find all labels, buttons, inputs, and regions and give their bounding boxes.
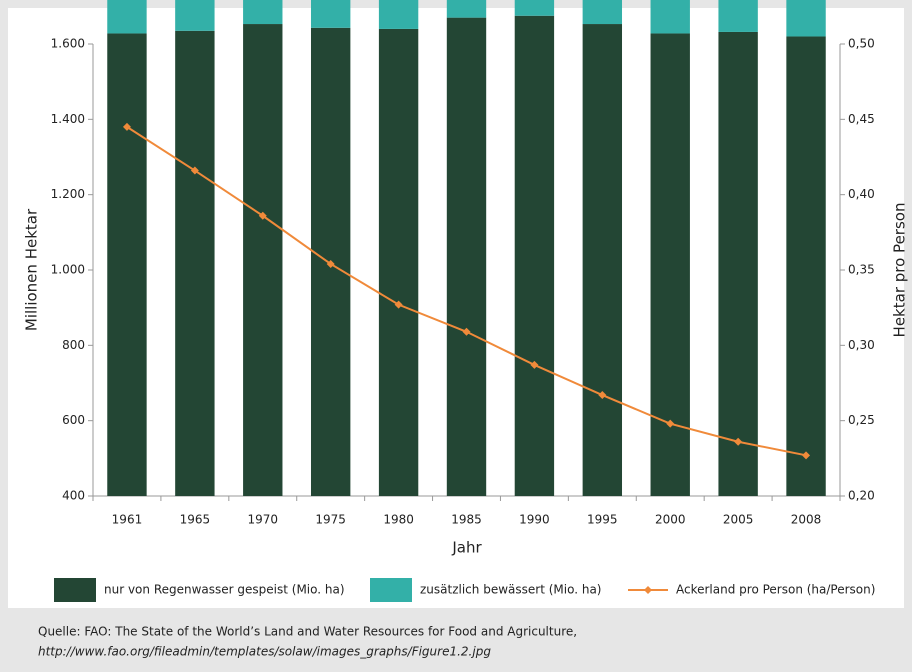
x-tick-label: 1985 <box>451 513 482 527</box>
y2-tick-label: 0,25 <box>848 413 875 427</box>
legend-label: Ackerland pro Person (ha/Person) <box>676 583 875 597</box>
bar-segment <box>786 0 826 37</box>
x-axis-title: Jahr <box>451 539 482 557</box>
line-marker <box>666 419 675 428</box>
line-marker <box>530 360 539 369</box>
line-marker <box>190 166 199 175</box>
line-marker <box>462 327 471 336</box>
bar-segment <box>107 0 147 34</box>
bar-segment <box>718 0 758 32</box>
bar-segment <box>243 24 283 496</box>
line-marker <box>802 451 811 460</box>
y2-tick-label: 0,35 <box>848 263 875 277</box>
source-line: Quelle: FAO: The State of the World’s La… <box>38 625 577 639</box>
legend-label: nur von Regenwasser gespeist (Mio. ha) <box>104 583 345 597</box>
line-marker <box>122 122 131 131</box>
legend-swatch <box>370 578 412 602</box>
x-tick-label: 2005 <box>723 513 754 527</box>
x-tick-label: 1970 <box>247 513 278 527</box>
bar-segment <box>175 30 215 497</box>
y-tick-label: 1.400 <box>51 112 85 126</box>
bar-segment <box>446 0 487 18</box>
y-tick-label: 1.600 <box>51 37 85 51</box>
x-tick-label: 1975 <box>315 513 346 527</box>
x-tick-label: 1990 <box>519 513 550 527</box>
x-tick-label: 1995 <box>587 513 618 527</box>
y2-axis-title: Hektar pro Person <box>891 203 909 338</box>
x-tick-label: 1980 <box>383 513 414 527</box>
bar-segment <box>243 0 283 25</box>
x-tick-label: 2000 <box>655 513 686 527</box>
source-url: http://www.fao.org/fileadmin/templates/s… <box>38 645 491 659</box>
bar-segment <box>514 0 555 16</box>
bar-segment <box>175 0 215 31</box>
bar-segment <box>378 0 419 29</box>
bar-segment <box>107 33 147 496</box>
y-tick-label: 1.000 <box>51 263 85 277</box>
bar-segment <box>310 0 351 28</box>
bar-segment <box>514 15 555 496</box>
y-tick-label: 800 <box>62 338 85 352</box>
x-tick-label: 2008 <box>791 513 822 527</box>
y2-tick-label: 0,45 <box>848 112 875 126</box>
bar-segment <box>378 28 419 497</box>
y-axis-title: Millionen Hektar <box>23 208 41 331</box>
x-tick-label: 1965 <box>180 513 211 527</box>
bar-segment <box>650 0 690 34</box>
bar-segment <box>718 31 758 497</box>
bar-segment <box>446 17 487 497</box>
y-tick-label: 1.200 <box>51 187 85 201</box>
y2-tick-label: 0,30 <box>848 338 875 352</box>
legend-marker <box>644 586 652 594</box>
line-marker <box>394 300 403 309</box>
line-marker <box>258 211 267 220</box>
line-marker <box>734 437 743 446</box>
line-marker <box>598 391 607 400</box>
bar-segment <box>582 0 623 25</box>
y-tick-label: 600 <box>62 413 85 427</box>
legend-swatch <box>54 578 96 602</box>
line-marker <box>326 259 335 268</box>
x-tick-label: 1961 <box>112 513 143 527</box>
y2-tick-label: 0,20 <box>848 489 875 503</box>
bar-segment <box>786 36 826 496</box>
y2-tick-label: 0,40 <box>848 187 875 201</box>
legend-label: zusätzlich bewässert (Mio. ha) <box>420 583 601 597</box>
y-tick-label: 400 <box>62 489 85 503</box>
y2-tick-label: 0,50 <box>848 37 875 51</box>
bar-segment <box>582 24 623 496</box>
